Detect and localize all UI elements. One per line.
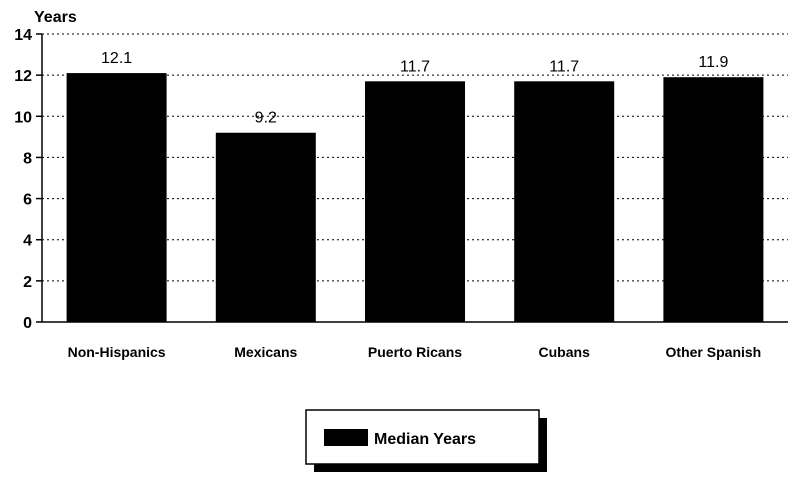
- data-label: 11.7: [549, 58, 579, 75]
- bar: [514, 81, 615, 322]
- x-tick-label: Other Spanish: [666, 344, 762, 360]
- y-tick-label: 12: [14, 68, 32, 85]
- legend: Median Years: [305, 409, 547, 472]
- data-label: 11.7: [400, 58, 430, 75]
- data-label: 12.1: [101, 50, 132, 67]
- x-tick-label: Puerto Ricans: [368, 344, 462, 360]
- y-tick-label: 0: [23, 315, 32, 332]
- bar: [663, 77, 764, 322]
- y-tick-label: 10: [14, 109, 32, 126]
- x-tick-label: Cubans: [539, 344, 591, 360]
- bar: [215, 132, 316, 322]
- data-labels: 12.1 9.2 11.7 11.7 11.9: [101, 50, 728, 127]
- bar: [365, 81, 465, 322]
- bar: [66, 73, 167, 322]
- y-tick-label: 2: [23, 274, 32, 291]
- y-tick-label: 8: [23, 150, 32, 167]
- data-label: 11.9: [698, 54, 728, 71]
- y-axis-title: Years: [34, 9, 77, 26]
- bars: [66, 73, 764, 322]
- x-tick-label: Mexicans: [234, 344, 297, 360]
- legend-label: Median Years: [374, 431, 476, 448]
- x-tick-label: Non-Hispanics: [68, 344, 166, 360]
- y-tick-label: 14: [14, 27, 32, 44]
- y-tick-label: 6: [23, 192, 32, 209]
- x-axis-ticks: Non-Hispanics Mexicans Puerto Ricans Cubans…: [68, 344, 762, 360]
- data-label: 9.2: [255, 110, 277, 127]
- axes: [41, 34, 788, 323]
- y-axis-ticks: 0 2 4 6 8 10 12 14: [14, 27, 42, 332]
- y-tick-label: 4: [23, 233, 32, 250]
- legend-swatch: [324, 429, 368, 446]
